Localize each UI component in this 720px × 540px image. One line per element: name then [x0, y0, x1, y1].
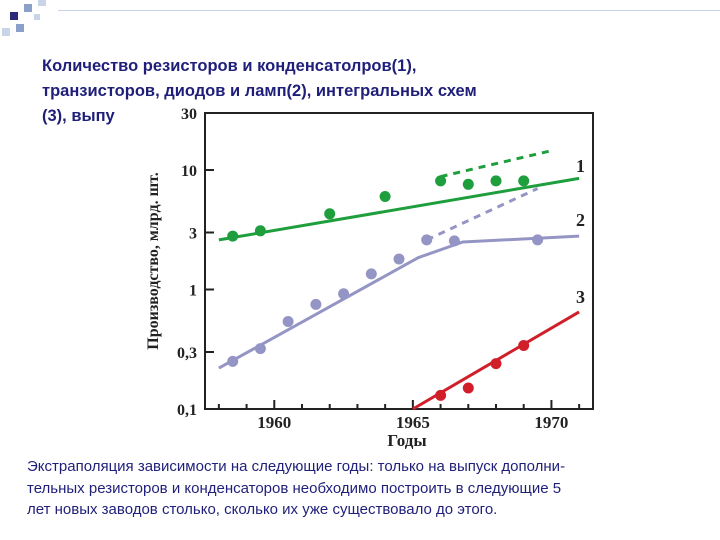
slide-title: Количество резисторов и конденсатолров(1…: [42, 57, 477, 125]
deco-square: [34, 14, 40, 20]
series-2-point: [254, 343, 266, 355]
series-1-label: 1: [576, 156, 585, 176]
y-axis-label: Производство, млрд. шт.: [145, 172, 162, 349]
series-1-extrapolation: [440, 149, 552, 179]
series-2-point: [448, 235, 460, 247]
series-2-point: [393, 253, 405, 265]
series-2-fit-line: [218, 234, 580, 370]
series-2-point: [532, 234, 544, 246]
y-tick-label: 30: [181, 106, 197, 123]
series-1-point: [379, 191, 391, 202]
series-3-point: [490, 358, 502, 370]
series-3-point: [518, 340, 530, 351]
deco-square: [38, 0, 46, 6]
deco-square: [16, 24, 24, 32]
y-tick-label: 1: [189, 283, 197, 300]
series-2-point: [421, 234, 433, 246]
y-tick-label: 0,3: [177, 345, 197, 362]
y-tick-label: 0,1: [177, 402, 197, 419]
x-axis-label: Годы: [387, 431, 426, 450]
series-1-point: [435, 175, 447, 187]
deco-square: [10, 12, 18, 20]
series-3-label: 3: [576, 287, 585, 307]
x-tick-label: 1965: [396, 413, 430, 432]
series-2-point: [310, 298, 322, 310]
series-2-point: [338, 288, 350, 300]
series-3-point: [462, 382, 474, 394]
series-1-point: [518, 175, 530, 187]
deco-square: [24, 4, 32, 12]
deco-rule: [58, 10, 720, 11]
series-2-label: 2: [576, 210, 585, 230]
series-2-point: [227, 355, 239, 367]
series-1-fit-line: [218, 176, 580, 242]
x-tick-label: 1970: [534, 413, 568, 432]
x-tick-label: 1960: [257, 413, 291, 432]
y-tick-label: 10: [181, 163, 197, 180]
series-1-point: [254, 225, 266, 237]
series-1-point: [324, 208, 336, 220]
plot-frame: [204, 112, 594, 410]
series-3-point: [435, 389, 447, 401]
series-2-point: [365, 268, 377, 280]
series-1-point: [462, 178, 474, 190]
series-1-point: [227, 230, 239, 242]
deco-square: [2, 28, 10, 36]
series-1-point: [490, 175, 502, 187]
series-2-point: [282, 316, 294, 327]
y-tick-label: 3: [189, 225, 197, 242]
slide-caption: Экстраполяция зависимости на следующие г…: [27, 458, 566, 518]
decorative-squares: [2, 0, 720, 36]
